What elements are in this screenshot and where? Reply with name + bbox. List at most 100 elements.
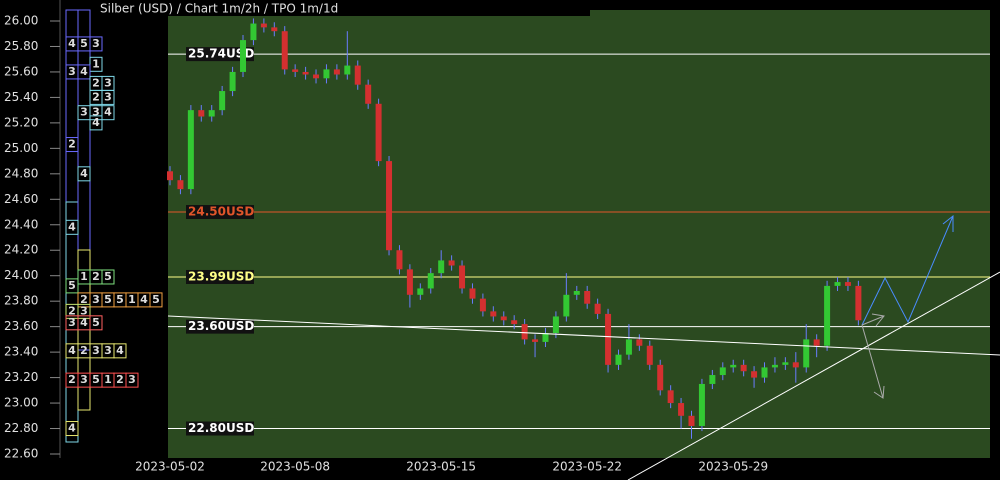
- tpo-letter: 4: [80, 65, 88, 78]
- y-tick-label: 23.40: [4, 345, 38, 359]
- tpo-letter: 3: [92, 106, 100, 119]
- level-label-bg: [186, 319, 254, 334]
- candle-body: [344, 65, 351, 75]
- candle-body: [751, 371, 758, 378]
- candle-body: [302, 71, 309, 75]
- candle-body: [709, 375, 716, 384]
- tpo-letter: 3: [128, 373, 136, 386]
- candle-body: [803, 339, 810, 368]
- y-tick-label: 23.60: [4, 319, 38, 333]
- candle-body: [532, 339, 539, 342]
- arrow-head: [873, 385, 885, 399]
- tpo-letter: 4: [104, 106, 112, 119]
- tpo-letter: 4: [68, 220, 76, 233]
- trend-line: [627, 271, 1000, 480]
- candle-body: [229, 71, 236, 92]
- candle-body: [521, 324, 528, 340]
- x-tick-label: 2023-05-08: [260, 460, 330, 474]
- candle-body: [761, 367, 768, 378]
- tpo-box: [101, 269, 115, 285]
- arrow-head: [942, 214, 954, 232]
- tpo-letter: 4: [92, 116, 100, 129]
- level-label: 23.60USD: [188, 319, 254, 333]
- candle-body: [323, 69, 330, 79]
- candle-body: [678, 403, 685, 416]
- tpo-letter: 3: [92, 344, 100, 357]
- tpo-letter: 4: [80, 316, 88, 329]
- candle-body: [646, 345, 653, 365]
- tpo-letter: 1: [104, 373, 112, 386]
- tpo-letter: 3: [68, 316, 76, 329]
- y-tick-label: 25.60: [4, 64, 38, 78]
- tpo-letter: 1: [80, 270, 88, 283]
- tpo-letter: 2: [80, 293, 88, 306]
- x-tick-label: 2023-05-15: [406, 460, 476, 474]
- y-tick-label: 25.20: [4, 115, 38, 129]
- tpo-letter: 2: [116, 373, 124, 386]
- title-bar: [95, 0, 590, 16]
- candle-body: [667, 390, 674, 404]
- candle-body: [834, 282, 841, 286]
- candle-body: [740, 364, 747, 372]
- tpo-letter: 3: [68, 65, 76, 78]
- candle-body: [177, 180, 184, 190]
- tpo-letter: 3: [92, 37, 100, 50]
- tpo-letter: 5: [80, 37, 88, 50]
- candle-body: [552, 316, 559, 334]
- forecast-arrow: [861, 315, 885, 326]
- x-tick-label: 2023-05-29: [698, 460, 768, 474]
- candle-body: [500, 316, 507, 321]
- tpo-letter: 1: [92, 57, 100, 70]
- tpo-letter: 3: [80, 304, 88, 317]
- candle-body: [281, 31, 288, 70]
- tpo-letter: 3: [92, 293, 100, 306]
- candle-body: [573, 290, 580, 295]
- tpo-letter: 3: [80, 373, 88, 386]
- tpo-letter: 2: [68, 304, 76, 317]
- tpo-letter: 4: [116, 344, 124, 357]
- level-label: 22.80USD: [188, 421, 254, 435]
- y-tick-label: 24.60: [4, 192, 38, 206]
- tpo-letter: 4: [140, 293, 148, 306]
- y-tick-label: 25.00: [4, 141, 38, 155]
- candle-body: [365, 84, 372, 104]
- candle-body: [698, 383, 705, 426]
- tpo-box: [65, 219, 79, 235]
- tpo-letter: 5: [104, 270, 112, 283]
- tpo-letter: 4: [68, 422, 76, 435]
- candle-body: [292, 69, 299, 72]
- candle-body: [782, 362, 789, 365]
- arrow-head: [871, 313, 885, 327]
- tpo-box: [113, 343, 127, 359]
- annotations: [167, 214, 1000, 480]
- level-label: 23.99USD: [188, 269, 254, 283]
- level-label-bg: [186, 205, 254, 220]
- tpo-letter: 4: [80, 167, 88, 180]
- tpo-box: [89, 56, 103, 72]
- tpo-box: [89, 36, 103, 52]
- y-tick-label: 24.80: [4, 166, 38, 180]
- candle-body: [459, 265, 466, 289]
- candle-body: [730, 364, 737, 368]
- tpo-letter: 5: [92, 316, 100, 329]
- forecast-arrow: [861, 215, 954, 326]
- tpo-letter: 5: [152, 293, 160, 306]
- tpo-box: [65, 278, 79, 294]
- candle-body: [219, 91, 226, 111]
- tpo-box: [65, 137, 79, 153]
- candle-body: [615, 354, 622, 365]
- tpo-letter: 3: [104, 344, 112, 357]
- y-tick-label: 23.20: [4, 370, 38, 384]
- candle-body: [844, 282, 851, 286]
- candle-body: [469, 288, 476, 299]
- candle-body: [824, 285, 831, 346]
- candle-body: [542, 333, 549, 342]
- tpo-box: [89, 115, 103, 131]
- tpo-letter: 3: [104, 76, 112, 89]
- candle-body: [625, 339, 632, 355]
- level-label-bg: [186, 47, 254, 62]
- y-tick-label: 26.00: [4, 14, 38, 28]
- y-tick-label: 23.80: [4, 294, 38, 308]
- tpo-letter: 2: [92, 90, 100, 103]
